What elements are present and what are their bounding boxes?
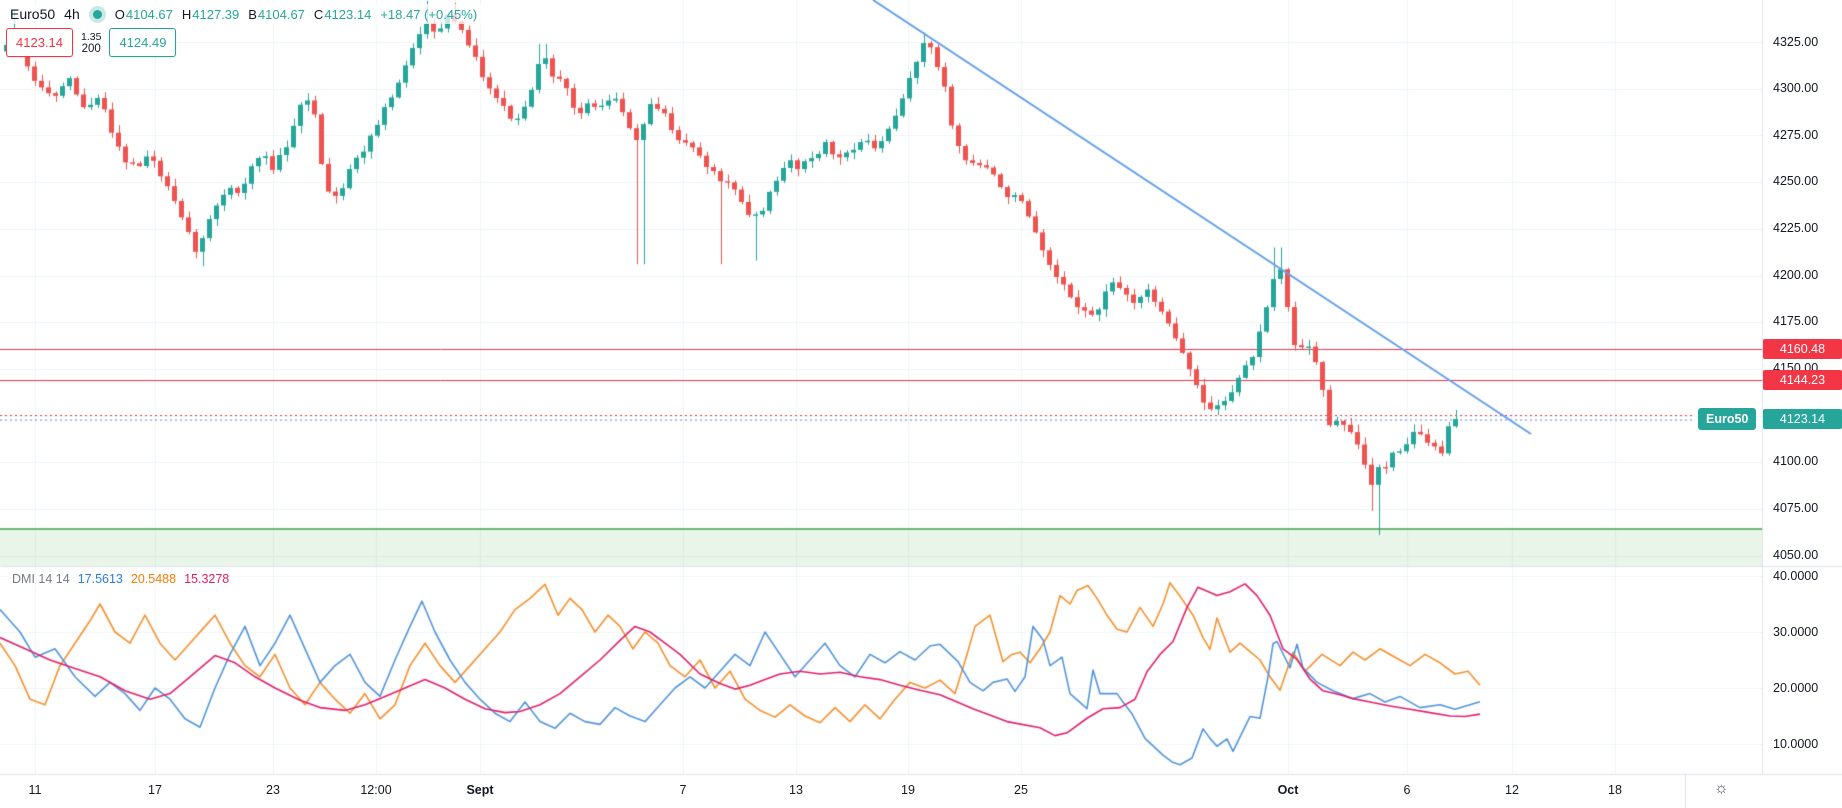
time-tick-18: 18 bbox=[1608, 783, 1622, 797]
price-tick-4225.00: 4225.00 bbox=[1773, 221, 1819, 235]
lot-size: 200 bbox=[81, 42, 101, 55]
alert-price-tag-2[interactable]: 4144.23 bbox=[1763, 370, 1842, 390]
price-tick-10.0000: 10.0000 bbox=[1773, 737, 1819, 751]
dmi-minus-di-value: 20.5488 bbox=[130, 572, 177, 586]
price-tick-4250.00: 4250.00 bbox=[1773, 174, 1819, 188]
price-change: +18.47 (+0.45%) bbox=[380, 6, 478, 22]
price-tick-20.0000: 20.0000 bbox=[1773, 681, 1819, 695]
time-tick-19: 19 bbox=[901, 783, 915, 797]
time-tick-12: 12 bbox=[1505, 783, 1519, 797]
buy-ask-button[interactable]: 4124.49 bbox=[109, 28, 177, 57]
time-tick-12:00: 12:00 bbox=[360, 783, 392, 797]
last-price-tag: 4123.14 bbox=[1763, 409, 1842, 429]
time-tick-25: 25 bbox=[1014, 783, 1028, 797]
time-tick-13: 13 bbox=[789, 783, 803, 797]
price-tick-4300.00: 4300.00 bbox=[1773, 81, 1819, 95]
indicator-name[interactable]: DMI 14 14 bbox=[12, 572, 70, 586]
time-tick-6: 6 bbox=[1403, 783, 1411, 797]
time-tick-23: 23 bbox=[266, 783, 280, 797]
time-tick-11: 11 bbox=[28, 783, 42, 797]
alert-price-tag-1[interactable]: 4160.48 bbox=[1763, 339, 1842, 359]
spread-value: 1.35 bbox=[81, 30, 102, 43]
time-tick-Oct: Oct bbox=[1277, 783, 1299, 797]
ohlc-low: B4104.67 bbox=[248, 6, 305, 22]
theme-toggle-sun-icon[interactable]: ☼ bbox=[1714, 780, 1729, 797]
price-tick-30.0000: 30.0000 bbox=[1773, 625, 1819, 639]
price-tick-40.0000: 40.0000 bbox=[1773, 569, 1819, 583]
market-status-dot-icon bbox=[92, 9, 102, 19]
chart-legend: Euro50 4h O4104.67 H4127.39 B4104.67 C41… bbox=[8, 4, 484, 24]
dmi-plus-di-value: 17.5613 bbox=[77, 572, 123, 586]
price-tick-4325.00: 4325.00 bbox=[1773, 35, 1819, 49]
price-tick-4050.00: 4050.00 bbox=[1773, 548, 1819, 562]
ohlc-open: O4104.67 bbox=[114, 6, 173, 22]
ohlc-high: H4127.39 bbox=[181, 6, 240, 22]
symbol-price-label: Euro50 bbox=[1698, 408, 1757, 430]
ohlc-close: C4123.14 bbox=[313, 6, 372, 22]
time-tick-7: 7 bbox=[679, 783, 687, 797]
price-tick-4175.00: 4175.00 bbox=[1773, 314, 1819, 328]
axis-corner-divider bbox=[1685, 774, 1686, 808]
dmi-adx-value: 15.3278 bbox=[184, 572, 230, 586]
price-tick-4075.00: 4075.00 bbox=[1773, 501, 1819, 515]
spread-indicator: 1.35 200 bbox=[76, 28, 107, 57]
price-tick-4100.00: 4100.00 bbox=[1773, 454, 1819, 468]
price-tick-4200.00: 4200.00 bbox=[1773, 268, 1819, 282]
quote-panel: 4123.14 1.35 200 4124.49 bbox=[6, 28, 177, 57]
symbol-name[interactable]: Euro50 bbox=[10, 6, 56, 22]
dmi-indicator-legend: DMI 14 14 17.5613 20.5488 15.3278 bbox=[8, 571, 234, 587]
ohlc-readout: O4104.67 H4127.39 B4104.67 C4123.14 +18.… bbox=[115, 7, 477, 22]
time-tick-17: 17 bbox=[148, 783, 162, 797]
time-tick-Sept: Sept bbox=[466, 783, 494, 797]
sell-bid-button[interactable]: 4123.14 bbox=[6, 28, 73, 57]
timeframe-selector[interactable]: 4h bbox=[64, 6, 80, 22]
price-tick-4275.00: 4275.00 bbox=[1773, 128, 1819, 142]
